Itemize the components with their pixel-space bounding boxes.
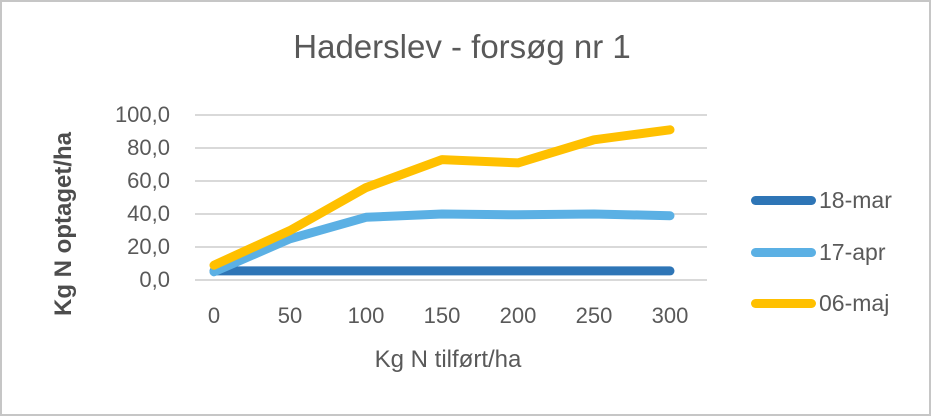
x-tick-label: 200	[499, 303, 537, 328]
x-tick-label: 150	[423, 303, 461, 328]
y-tick-label: 80,0	[127, 135, 170, 160]
y-tick-label: 20,0	[127, 234, 170, 259]
legend-label: 17-apr	[819, 238, 886, 265]
x-tick-label: 50	[277, 303, 303, 328]
x-tick-label: 0	[207, 303, 221, 328]
gridlines	[195, 114, 707, 281]
y-tick-label: 40,0	[127, 201, 170, 226]
legend-label: 18-mar	[819, 186, 892, 213]
y-tick-label: 0,0	[139, 267, 170, 292]
x-axis-title: Kg N tilført/ha	[374, 346, 522, 373]
y-axis-title: Kg N optaget/ha	[50, 132, 77, 316]
x-tick-label: 100	[347, 303, 385, 328]
y-tick-label: 100,0	[114, 102, 170, 127]
legend-swatch	[751, 247, 816, 257]
legend-item: 06-maj	[751, 289, 890, 316]
legend-swatch	[751, 195, 816, 205]
legend-item: 17-apr	[751, 238, 886, 265]
series-line-06-maj	[209, 125, 675, 270]
series-line-17-apr	[209, 209, 675, 277]
y-tick-label: 60,0	[127, 168, 170, 193]
chart-title: Haderslev - forsøg nr 1	[293, 28, 631, 65]
legend-item: 18-mar	[751, 186, 892, 213]
legend-swatch	[751, 298, 816, 308]
legend-label: 06-maj	[819, 289, 890, 316]
x-tick-label: 250	[575, 303, 613, 328]
plot-area	[195, 114, 707, 281]
x-tick-label: 300	[651, 303, 689, 328]
series-lines	[209, 125, 675, 277]
